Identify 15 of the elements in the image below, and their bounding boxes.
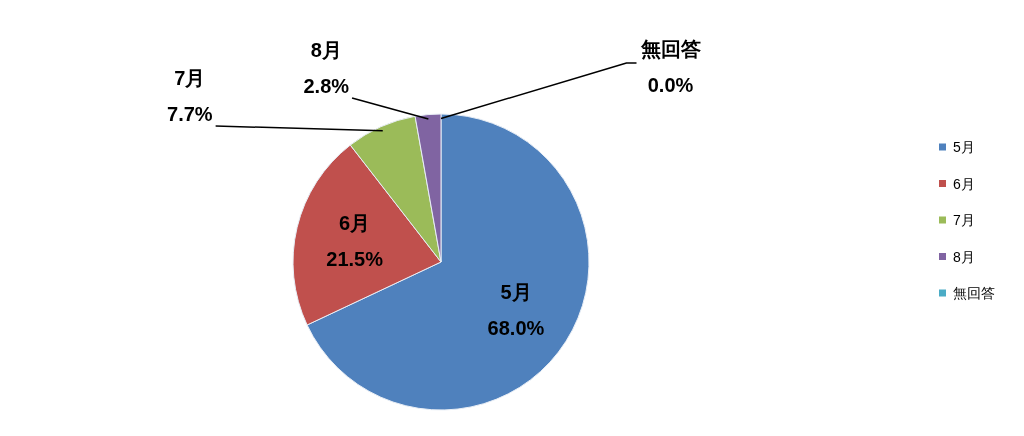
legend-label: 8月 <box>953 248 975 265</box>
text: 0.0% <box>647 74 694 96</box>
data-label: 21.5% <box>326 248 384 271</box>
slice-label: 6月 <box>339 212 371 235</box>
slice-label: 7月 <box>174 67 206 89</box>
legend-label: 7月 <box>953 212 975 228</box>
data-label: 7.7% <box>167 103 213 125</box>
category-label: 無回答 <box>640 38 701 60</box>
legend-label: 5月 <box>953 139 975 155</box>
slice-label: 8月 <box>310 39 342 61</box>
slice-label: 5月 <box>500 280 532 303</box>
data-label: 2.8% <box>303 75 350 97</box>
legend-label: 無回答 <box>953 285 995 301</box>
legend-label: 6月 <box>953 175 975 192</box>
data-label: 68.0% <box>487 316 545 339</box>
